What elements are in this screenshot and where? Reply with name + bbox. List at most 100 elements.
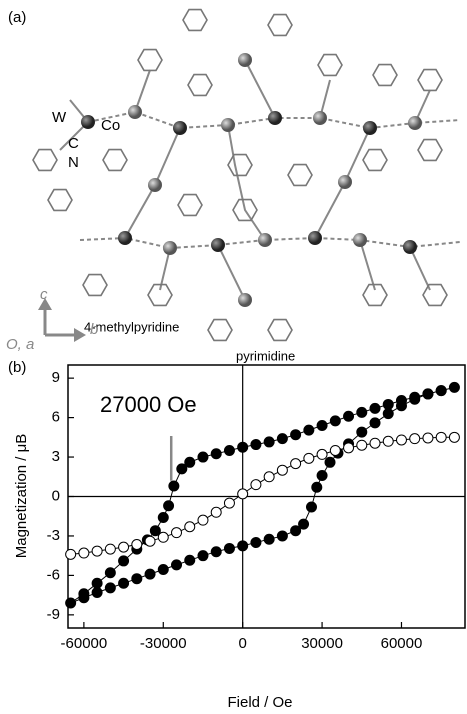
data-point bbox=[325, 457, 335, 467]
data-point bbox=[132, 574, 142, 584]
data-point bbox=[238, 442, 248, 452]
data-point bbox=[306, 502, 316, 512]
data-point bbox=[66, 549, 76, 559]
x-tick-label: 30000 bbox=[301, 635, 343, 652]
data-point bbox=[357, 440, 367, 450]
data-point bbox=[119, 578, 129, 588]
data-point bbox=[291, 430, 301, 440]
data-point bbox=[344, 411, 354, 421]
series-line bbox=[71, 387, 455, 603]
data-point bbox=[158, 532, 168, 542]
data-point bbox=[105, 544, 115, 554]
data-point bbox=[396, 401, 406, 411]
figure: (a) W Co C N 4-methylpyridine pyrimidine… bbox=[0, 0, 467, 714]
data-point bbox=[370, 438, 380, 448]
data-point bbox=[92, 546, 102, 556]
data-point bbox=[264, 437, 274, 447]
data-point bbox=[436, 386, 446, 396]
data-point bbox=[172, 560, 182, 570]
panel-label: (a) bbox=[8, 9, 26, 26]
ligand-label: pyrimidine bbox=[236, 348, 295, 363]
data-point bbox=[449, 382, 459, 392]
y-tick-label: -6 bbox=[47, 566, 60, 583]
data-point bbox=[119, 542, 129, 552]
data-point bbox=[251, 480, 261, 490]
data-point bbox=[164, 501, 174, 511]
data-point bbox=[436, 432, 446, 442]
x-tick-label: -60000 bbox=[61, 635, 108, 652]
data-point bbox=[224, 445, 234, 455]
data-point bbox=[238, 489, 248, 499]
axis-label: c bbox=[40, 286, 48, 303]
data-point bbox=[410, 394, 420, 404]
y-tick-label: 3 bbox=[52, 448, 60, 465]
data-point bbox=[224, 498, 234, 508]
y-tick-label: 0 bbox=[52, 487, 60, 504]
data-point bbox=[383, 409, 393, 419]
data-point bbox=[145, 536, 155, 546]
data-point bbox=[291, 459, 301, 469]
data-point bbox=[299, 519, 309, 529]
data-point bbox=[105, 568, 115, 578]
data-point bbox=[264, 472, 274, 482]
data-point bbox=[132, 539, 142, 549]
y-tick-label: 9 bbox=[52, 369, 60, 386]
axis-label: b bbox=[90, 321, 98, 338]
data-point bbox=[383, 436, 393, 446]
x-axis-label: Field / Oe bbox=[227, 694, 292, 711]
data-point bbox=[423, 433, 433, 443]
y-axis-label: Magnetization / μB bbox=[13, 434, 30, 559]
series-line bbox=[71, 437, 455, 554]
data-point bbox=[277, 434, 287, 444]
structure-drawing bbox=[33, 10, 460, 342]
data-point bbox=[185, 522, 195, 532]
x-tick-label: -30000 bbox=[140, 635, 187, 652]
atom-label: Co bbox=[101, 117, 120, 134]
data-point bbox=[105, 583, 115, 593]
data-point bbox=[198, 551, 208, 561]
data-point bbox=[92, 587, 102, 597]
data-point bbox=[449, 432, 459, 442]
data-point bbox=[158, 513, 168, 523]
axis-label: O, a bbox=[6, 336, 34, 353]
data-point bbox=[317, 449, 327, 459]
data-point bbox=[224, 543, 234, 553]
data-point bbox=[304, 453, 314, 463]
data-point bbox=[211, 449, 221, 459]
data-point bbox=[330, 416, 340, 426]
data-point bbox=[396, 435, 406, 445]
data-point bbox=[66, 598, 76, 608]
data-point bbox=[177, 464, 187, 474]
data-point bbox=[312, 482, 322, 492]
data-point bbox=[169, 481, 179, 491]
data-point bbox=[344, 443, 354, 453]
y-tick-label: -9 bbox=[47, 606, 60, 623]
data-point bbox=[317, 420, 327, 430]
annotation: 27000 Oe bbox=[100, 392, 197, 417]
data-point bbox=[410, 434, 420, 444]
data-point bbox=[251, 440, 261, 450]
data-point bbox=[357, 407, 367, 417]
data-point bbox=[172, 528, 182, 538]
data-point bbox=[198, 452, 208, 462]
data-point bbox=[264, 534, 274, 544]
panel-label: (b) bbox=[8, 359, 26, 376]
data-point bbox=[383, 399, 393, 409]
data-point bbox=[370, 403, 380, 413]
data-point bbox=[145, 569, 155, 579]
data-point bbox=[92, 578, 102, 588]
data-point bbox=[238, 541, 248, 551]
data-point bbox=[330, 445, 340, 455]
data-point bbox=[370, 418, 380, 428]
data-point bbox=[158, 564, 168, 574]
data-point bbox=[304, 425, 314, 435]
data-point bbox=[211, 547, 221, 557]
x-tick-label: 0 bbox=[239, 635, 247, 652]
data-point bbox=[423, 389, 433, 399]
data-point bbox=[79, 548, 89, 558]
atom-label: N bbox=[68, 154, 79, 171]
data-point bbox=[211, 507, 221, 517]
data-point bbox=[251, 538, 261, 548]
data-point bbox=[277, 531, 287, 541]
data-point bbox=[119, 556, 129, 566]
